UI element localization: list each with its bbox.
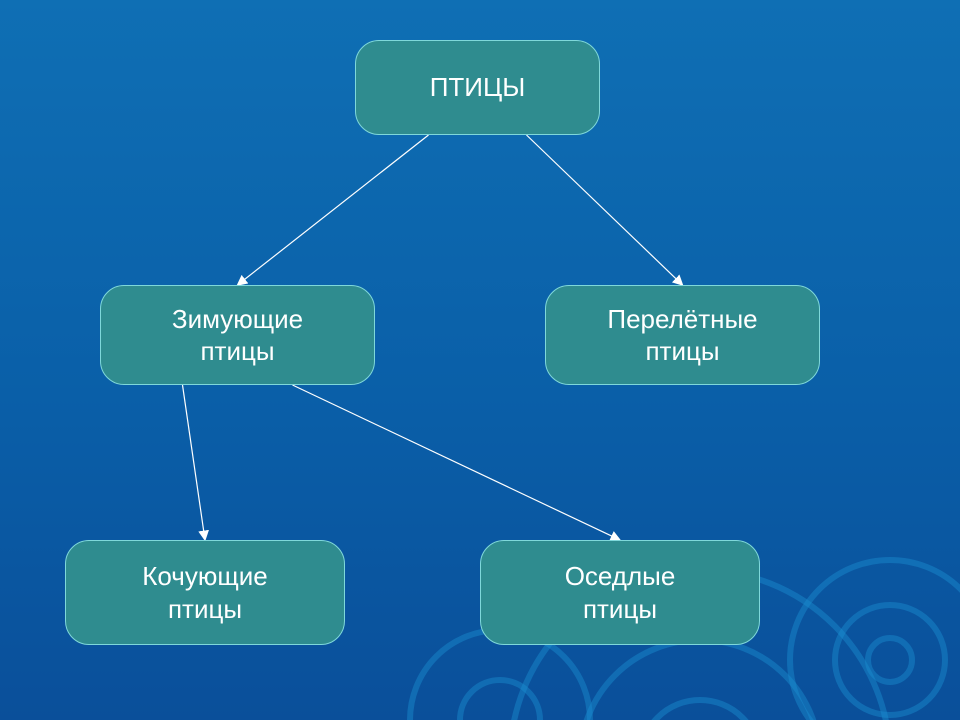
- node-label: Кочующие птицы: [142, 560, 267, 625]
- node-label: Зимующие птицы: [172, 303, 303, 368]
- node-migratory: Перелётные птицы: [545, 285, 820, 385]
- node-wintering: Зимующие птицы: [100, 285, 375, 385]
- node-root: ПТИЦЫ: [355, 40, 600, 135]
- node-sedentary: Оседлые птицы: [480, 540, 760, 645]
- node-nomadic: Кочующие птицы: [65, 540, 345, 645]
- node-label: ПТИЦЫ: [430, 71, 526, 104]
- node-label: Оседлые птицы: [565, 560, 676, 625]
- node-label: Перелётные птицы: [607, 303, 757, 368]
